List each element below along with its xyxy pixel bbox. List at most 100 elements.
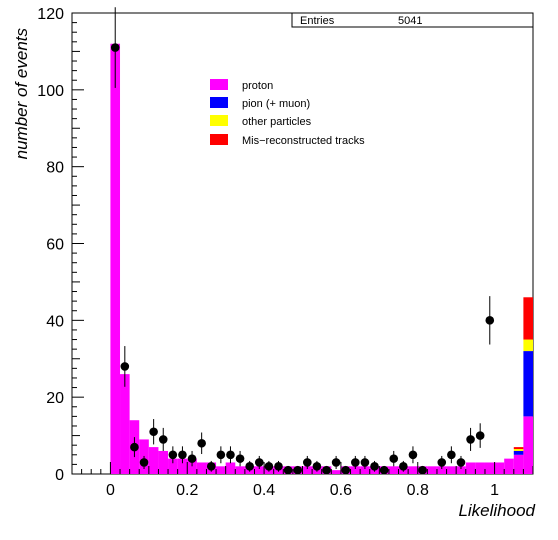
x-tick-label-2: 0.4 — [253, 482, 275, 499]
bar-proton-15 — [254, 466, 265, 474]
data-point-3 — [139, 458, 149, 467]
x-tick-label-0: 0 — [106, 482, 115, 499]
bar-proton-34 — [436, 466, 447, 474]
data-point-34 — [437, 458, 447, 467]
y-tick-label-1: 20 — [46, 390, 64, 407]
bar-proton-33 — [427, 466, 437, 474]
data-point-37 — [466, 435, 475, 444]
bar-mis−reconstructed-43 — [523, 297, 533, 340]
y-tick-label-3: 60 — [46, 237, 64, 254]
data-point-6 — [168, 450, 178, 460]
bar-proton-26 — [360, 466, 370, 474]
legend-swatch-misreco — [210, 134, 228, 145]
bar-proton-0 — [110, 43, 121, 474]
legend-label-pion: pion (+ muon) — [242, 98, 310, 110]
y-tick-label-0: 0 — [55, 467, 64, 484]
bar-proton-23 — [331, 470, 341, 474]
data-point-10 — [206, 462, 216, 471]
bar-proton-43 — [523, 416, 533, 474]
bar-proton-37 — [465, 462, 476, 474]
data-point-9 — [197, 438, 206, 448]
data-point-13 — [235, 454, 245, 463]
bar-proton-20 — [302, 466, 313, 474]
bar-proton-12 — [225, 462, 236, 474]
bar-proton-4 — [148, 447, 159, 474]
y-tick-label-4: 80 — [46, 160, 64, 177]
y-tick-label-6: 120 — [37, 6, 64, 23]
data-point-15 — [254, 458, 264, 467]
x-tick-label-3: 0.6 — [330, 482, 352, 499]
data-point-39 — [485, 316, 495, 325]
legend-swatch-other — [210, 115, 228, 126]
data-point-14 — [245, 462, 254, 471]
data-point-28 — [379, 465, 389, 475]
bar-proton-11 — [216, 466, 226, 474]
data-point-31 — [408, 450, 418, 460]
legend-swatch-proton — [210, 79, 228, 90]
data-point-20 — [303, 458, 312, 467]
bar-proton-1 — [120, 374, 130, 474]
data-point-30 — [399, 462, 408, 471]
bar-proton-31 — [408, 466, 418, 474]
data-point-22 — [322, 465, 331, 475]
legend: proton pion (+ muon) other particles Mis… — [210, 79, 365, 147]
x-axis-title: Likelihood — [458, 501, 535, 520]
y-tick-label-5: 100 — [37, 83, 64, 100]
data-point-18 — [283, 465, 293, 475]
stats-value: 5041 — [398, 15, 422, 27]
data-points — [110, 7, 495, 475]
data-point-35 — [447, 450, 456, 460]
data-point-24 — [341, 465, 351, 475]
data-point-0 — [110, 43, 120, 52]
data-point-7 — [178, 450, 187, 460]
bar-proton-13 — [235, 466, 245, 474]
y-axis-title: number of events — [12, 28, 31, 160]
stats-label: Entries — [300, 15, 335, 27]
bar-proton-39 — [484, 462, 495, 474]
data-point-5 — [158, 435, 168, 444]
bar-proton-35 — [446, 466, 457, 474]
data-point-1 — [120, 362, 130, 371]
x-tick-label-5: 1 — [490, 482, 499, 499]
legend-swatch-pion — [210, 97, 228, 108]
bar-proton-36 — [456, 466, 466, 474]
data-point-29 — [389, 454, 399, 463]
data-point-32 — [418, 465, 427, 475]
y-tick-label-2: 40 — [46, 313, 64, 330]
bar-proton-7 — [177, 458, 188, 474]
bar-proton-42 — [513, 454, 524, 474]
bar-proton-6 — [168, 458, 178, 474]
data-point-36 — [456, 458, 466, 467]
legend-label-misreco: Mis−reconstructed tracks — [242, 135, 365, 147]
bar-proton-29 — [388, 466, 399, 474]
stats-box: Entries 5041 — [291, 12, 534, 28]
data-point-38 — [475, 431, 485, 440]
bar-other-43 — [523, 339, 533, 352]
data-point-12 — [226, 450, 235, 460]
bar-proton-38 — [475, 462, 485, 474]
data-point-11 — [216, 450, 226, 460]
data-point-25 — [351, 458, 360, 467]
data-point-8 — [187, 454, 197, 463]
data-point-4 — [149, 427, 158, 437]
legend-label-other: other particles — [242, 116, 312, 128]
legend-label-proton: proton — [242, 80, 273, 92]
x-tick-label-1: 0.2 — [176, 482, 198, 499]
bar-pion-42 — [513, 450, 524, 455]
data-point-16 — [264, 462, 274, 471]
bar-other-42 — [513, 449, 524, 451]
data-point-17 — [274, 462, 283, 471]
bar-proton-40 — [494, 462, 505, 474]
plot-frame — [71, 12, 534, 475]
bar-pion-43 — [523, 351, 533, 417]
x-tick-label-4: 0.8 — [407, 482, 429, 499]
data-point-19 — [293, 465, 302, 475]
data-point-27 — [370, 462, 379, 471]
data-point-2 — [130, 442, 139, 452]
bar-proton-5 — [158, 450, 169, 474]
bar-mis−reconstructed-42 — [513, 447, 524, 450]
data-point-26 — [360, 458, 370, 467]
data-point-21 — [312, 462, 322, 471]
bar-proton-9 — [196, 462, 207, 474]
